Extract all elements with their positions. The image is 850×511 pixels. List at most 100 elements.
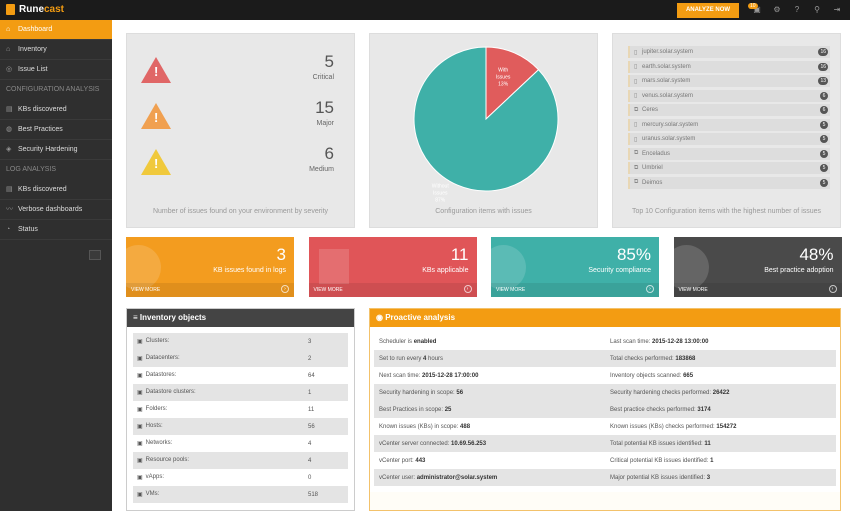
inventory-count: 3 <box>308 338 312 345</box>
inventory-name: ▣ Resource pools: <box>133 457 308 464</box>
home-icon: ⌂ <box>6 25 11 33</box>
sidebar-item[interactable]: ⌂ Inventory <box>0 40 112 60</box>
config-item[interactable]: ▯ jupiter.solar.system 16 <box>628 46 830 58</box>
shield-icon: ◈ <box>6 145 12 153</box>
config-item-name: Enceladus <box>642 150 671 157</box>
inventory-row[interactable]: ▣ Clusters: 3 <box>133 333 348 350</box>
view-more-link[interactable]: VIEW MORE › <box>308 283 477 297</box>
link-icon[interactable]: ⚲ <box>814 5 820 14</box>
inventory-count: 518 <box>308 491 319 498</box>
proactive-key: Scheduler is <box>379 338 413 345</box>
warning-icon: ! <box>141 149 171 175</box>
proactive-value: 26422 <box>712 389 730 396</box>
top-bar: Runecast ANALYZE NOW ▣ 10 ⚙ ? ⚲ ⇥ <box>0 0 850 20</box>
proactive-row: Best Practices in scope: 25 Best practice… <box>374 401 836 418</box>
inventory-label: Resource pools: <box>145 457 190 463</box>
issue-count-badge: 13 <box>818 77 828 85</box>
pie-slice-without-issues[interactable] <box>413 46 559 192</box>
gauge-icon: ◔ <box>6 225 11 233</box>
config-item[interactable]: ⧉ Enceladus 5 <box>628 147 830 160</box>
inventory-label: Datastore clusters: <box>145 389 196 395</box>
inventory-row[interactable]: ▣ Resource pools: 4 <box>133 452 348 469</box>
sidebar-item[interactable]: ▤ KBs discovered <box>0 180 112 200</box>
inventory-row[interactable]: ▣ VMs: 518 <box>133 486 348 503</box>
inventory-row[interactable]: ▣ Datacenters: 2 <box>133 350 348 367</box>
inventory-type-icon: ▣ <box>137 475 143 481</box>
logo-icon <box>6 4 15 15</box>
kpi-tile[interactable]: 11 KBs applicable VIEW MORE › <box>308 237 477 297</box>
view-more-link[interactable]: VIEW MORE › <box>491 283 659 297</box>
host-icon: ▯ <box>634 93 638 99</box>
config-item[interactable]: ▯ uranus.solar.system 5 <box>628 133 830 145</box>
config-item-name: Ceres <box>642 107 659 113</box>
runecast-logo[interactable]: Runecast <box>6 4 64 15</box>
proactive-value: 1 <box>710 457 714 464</box>
inventory-type-icon: ▣ <box>137 390 143 396</box>
host-icon: ▯ <box>634 78 638 85</box>
inventory-type-icon: ▣ <box>137 407 143 413</box>
config-item-name: earth.solar.system <box>642 63 691 70</box>
inventory-name: ▣ Datacenters: <box>133 355 308 362</box>
severity-row[interactable]: ! 15 Major <box>127 98 354 138</box>
inventory-row[interactable]: ▣ Hosts: 56 <box>133 418 348 435</box>
sidebar-item[interactable]: 〰 Verbose dashboards <box>0 200 112 220</box>
inventory-name: ▣ Hosts: <box>133 423 308 430</box>
inventory-row[interactable]: ▣ vApps: 0 <box>133 469 348 486</box>
inventory-row[interactable]: ▣ Folders: 11 <box>133 401 348 418</box>
inventory-panel: ≡ Inventory objects ▣ Clusters: 3 ▣ Datacent… <box>126 308 355 511</box>
proactive-key: Security hardening checks performed: <box>610 389 712 396</box>
kpi-label: Best practice adoption <box>764 267 834 274</box>
view-more-link[interactable]: VIEW MORE › <box>673 283 842 297</box>
inventory-name: ▣ VMs: <box>133 491 308 498</box>
analyze-now-button[interactable]: ANALYZE NOW <box>677 3 739 18</box>
config-item[interactable]: ▯ mercury.solar.system 5 <box>628 118 830 131</box>
sidebar-item[interactable]: ◈ Security Hardening <box>0 140 112 160</box>
issue-count-badge: 5 <box>820 120 828 129</box>
severity-count: 15 <box>315 98 334 117</box>
sidebar-item[interactable]: ▤ KBs discovered <box>0 100 112 120</box>
sidebar-item[interactable]: ◎ Issue List <box>0 60 112 80</box>
severity-count: 6 <box>324 144 334 163</box>
config-item[interactable]: ⧉ Deimos 5 <box>628 176 830 189</box>
proactive-value: 3 <box>706 474 711 481</box>
inventory-name: ▣ Folders: <box>133 406 308 413</box>
inventory-label: Hosts: <box>145 423 163 429</box>
kpi-tile[interactable]: 3 KB issues found in logs VIEW MORE › <box>126 237 294 297</box>
view-more-link[interactable]: VIEW MORE › <box>126 283 294 297</box>
sidebar-item-label: Best Practices <box>18 125 63 133</box>
host-icon: ▯ <box>634 136 638 143</box>
inventory-row[interactable]: ▣ Datastore clusters: 1 <box>133 384 348 401</box>
arrow-right-icon: › <box>463 285 472 293</box>
config-item[interactable]: ▯ earth.solar.system 16 <box>628 60 830 73</box>
proactive-row: Scheduler is enabled Last scan time: 2015… <box>374 333 836 350</box>
logout-icon[interactable]: ⇥ <box>833 5 841 14</box>
proactive-key: vCenter server connected: <box>379 440 450 447</box>
help-icon[interactable]: ? <box>794 5 800 14</box>
host-icon: ▯ <box>634 122 638 128</box>
sidebar-item-label: Status <box>18 225 38 233</box>
config-item[interactable]: ▯ venus.solar.system 6 <box>628 89 830 102</box>
sidebar-item[interactable]: ⌂ Dashboard <box>0 20 112 40</box>
config-item[interactable]: ⧉ Ceres 6 <box>628 104 830 116</box>
host-icon: ▯ <box>634 49 638 56</box>
config-item[interactable]: ▯ mars.solar.system 13 <box>628 75 830 87</box>
severity-row[interactable]: ! 6 Medium <box>127 144 354 184</box>
kpi-tile[interactable]: 85% Security compliance VIEW MORE › <box>491 237 659 297</box>
proactive-value: 154272 <box>716 423 737 430</box>
notifications-icon[interactable]: ▣ <box>753 5 761 14</box>
sidebar-item[interactable]: ◍ Best Practices <box>0 120 112 140</box>
proactive-cell: Total checks performed: 183868 <box>605 356 836 362</box>
pie-slice-with-issues[interactable] <box>485 46 540 121</box>
proactive-key: Security hardening in scope: <box>379 389 455 396</box>
proactive-cell: Major potential KB issues identified: 3 <box>605 475 836 481</box>
sidebar-collapse-toggle[interactable] <box>89 250 101 260</box>
sidebar-item[interactable]: ◔ Status <box>0 220 112 240</box>
severity-row[interactable]: ! 5 Critical <box>127 52 354 92</box>
kpi-tile[interactable]: 48% Best practice adoption VIEW MORE › <box>673 237 842 297</box>
inventory-type-icon: ▣ <box>137 441 143 447</box>
settings-icon[interactable]: ⚙ <box>773 5 781 14</box>
inventory-row[interactable]: ▣ Datastores: 64 <box>133 367 348 384</box>
config-item[interactable]: ⧉ Umbriel 5 <box>628 162 830 174</box>
top10-card: Top 10 Configuration items with the high… <box>612 33 841 228</box>
inventory-row[interactable]: ▣ Networks: 4 <box>133 435 348 452</box>
